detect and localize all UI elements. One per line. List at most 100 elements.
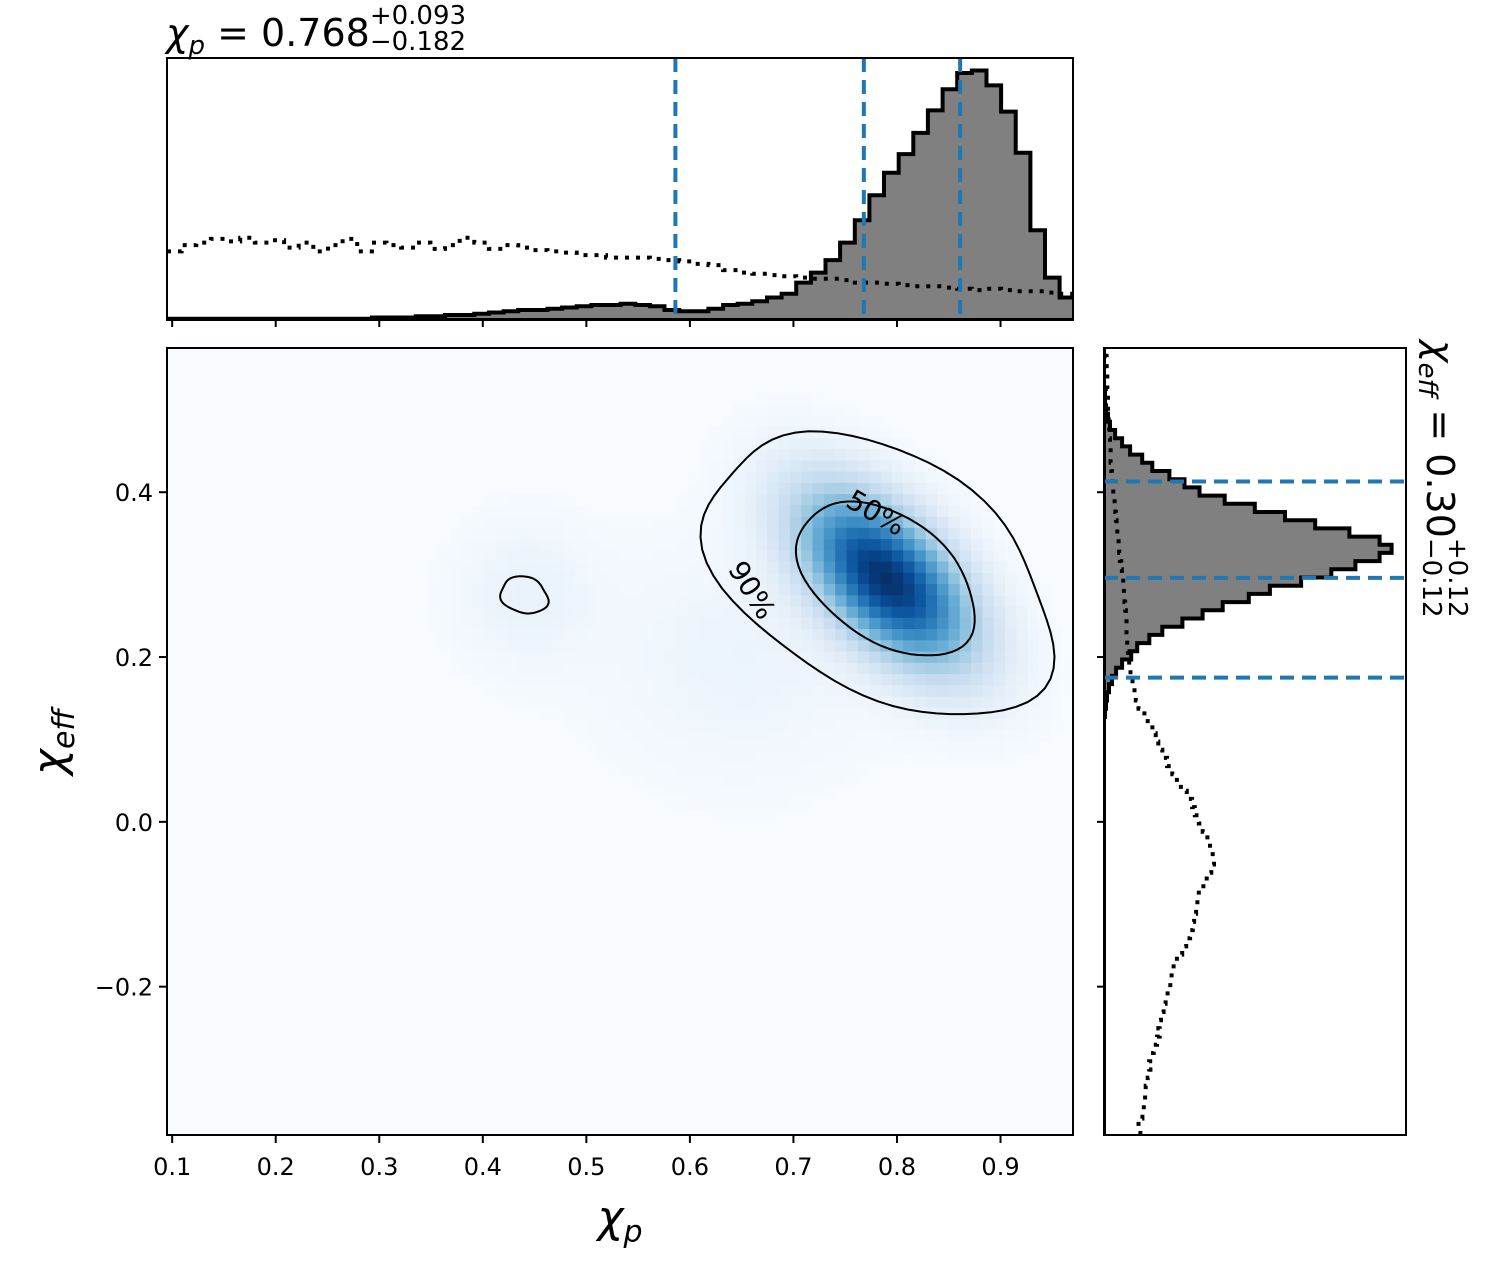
density-cell (529, 674, 542, 686)
density-cell (563, 674, 576, 686)
density-cell (620, 617, 632, 630)
density-cell (676, 606, 689, 619)
density-cell (846, 617, 859, 630)
density-cell (857, 561, 870, 574)
density-cell (733, 505, 746, 518)
density-cell (710, 482, 723, 495)
density-cell (574, 527, 587, 540)
density-cell (914, 640, 927, 653)
density-cell (597, 595, 610, 608)
density-cell (767, 539, 780, 551)
density-cell (733, 561, 746, 574)
density-cell (552, 572, 564, 585)
density-cell (869, 550, 882, 563)
density-cell (710, 494, 723, 506)
density-cell (801, 674, 814, 686)
density-cell (948, 595, 961, 608)
density-cell (823, 707, 836, 720)
density-cell (801, 494, 814, 506)
density-cell (597, 662, 610, 675)
density-cell (642, 719, 655, 731)
density-cell (687, 617, 700, 630)
density-cell (608, 550, 621, 563)
density-cell (450, 527, 463, 540)
density-cell (846, 763, 859, 776)
density-cell (801, 471, 814, 484)
density-cell (733, 719, 746, 731)
density-cell (982, 595, 995, 608)
density-cell (495, 617, 508, 630)
density-cell (914, 516, 927, 529)
density-cell (450, 640, 463, 653)
density-cell (1050, 651, 1063, 664)
density-cell (676, 505, 689, 518)
density-cell (914, 662, 927, 675)
density-cell (948, 516, 961, 529)
density-cell (789, 561, 802, 574)
density-cell (835, 775, 848, 788)
density-cell (1005, 550, 1017, 563)
density-cell (744, 685, 757, 698)
density-cell (552, 707, 564, 720)
density-cell (653, 516, 666, 529)
density-cell (484, 561, 497, 574)
density-cell (891, 494, 904, 506)
density-cell (710, 775, 723, 788)
density-cell (823, 674, 836, 686)
density-cell (812, 752, 825, 765)
density-cell (914, 617, 927, 630)
density-cell (733, 539, 746, 551)
density-cell (552, 629, 564, 641)
density-cell (586, 617, 598, 630)
density-cell (857, 629, 870, 641)
density-cell (710, 629, 723, 641)
density-cell (801, 482, 814, 495)
density-cell (812, 696, 825, 709)
density-cell (710, 719, 723, 731)
density-cell (948, 606, 961, 619)
density-cell (959, 617, 972, 630)
density-cell (665, 786, 678, 799)
density-cell (857, 572, 870, 585)
density-cell (993, 606, 1006, 619)
density-cell (653, 730, 666, 743)
density-cell (789, 775, 802, 788)
density-cell (631, 516, 644, 529)
y-tick-label: 0.2 (115, 644, 153, 672)
density-cell (676, 527, 689, 540)
density-cell (495, 651, 508, 664)
density-cell (914, 629, 927, 641)
density-cell (472, 595, 485, 608)
density-cell (1016, 674, 1029, 686)
density-cell (948, 527, 961, 540)
density-cell (925, 629, 938, 641)
density-cell (789, 763, 802, 776)
density-cell (642, 741, 655, 754)
density-cell (620, 707, 632, 720)
density-cell (450, 561, 463, 574)
density-cell (914, 730, 927, 743)
density-cell (642, 662, 655, 675)
density-cell (653, 595, 666, 608)
density-cell (563, 494, 576, 506)
density-cell (642, 550, 655, 563)
density-cell (755, 527, 768, 540)
density-cell (903, 730, 916, 743)
density-cell (744, 707, 757, 720)
density-cell (971, 685, 983, 698)
density-cell (574, 539, 587, 551)
y-tick-label: 0.0 (115, 809, 153, 837)
density-cell (812, 595, 825, 608)
density-cell (823, 572, 836, 585)
density-cell (971, 674, 983, 686)
density-cell (993, 730, 1006, 743)
density-cell (914, 471, 927, 484)
density-cell (789, 685, 802, 698)
density-cell (687, 651, 700, 664)
density-cell (948, 685, 961, 698)
density-cell (687, 730, 700, 743)
density-cell (721, 460, 734, 473)
density-cell (835, 561, 848, 574)
contour-90-island (499, 575, 550, 615)
density-cell (1039, 617, 1051, 630)
